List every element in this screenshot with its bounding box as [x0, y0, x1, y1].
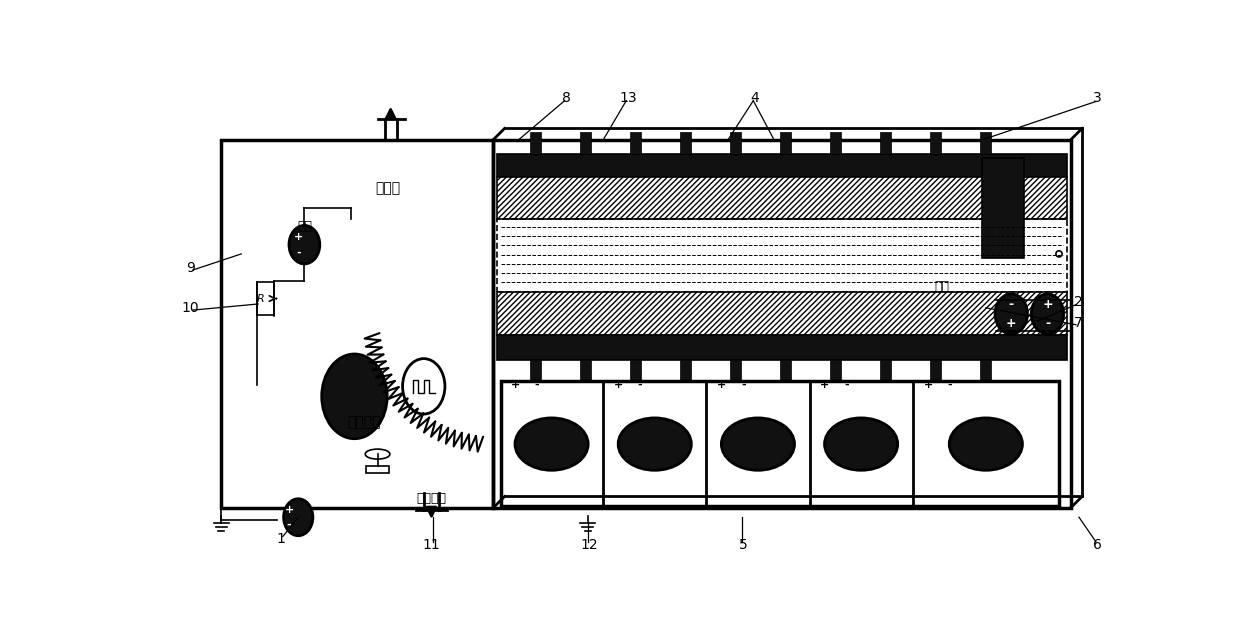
Bar — [501, 381, 1059, 506]
Text: 抽真空: 抽真空 — [374, 182, 401, 195]
Text: 12: 12 — [580, 538, 598, 552]
Ellipse shape — [619, 418, 692, 470]
Bar — [497, 220, 1066, 292]
Bar — [831, 360, 841, 381]
Text: 10: 10 — [181, 301, 200, 315]
Text: +: + — [821, 380, 830, 390]
Text: 基体工件: 基体工件 — [347, 415, 381, 429]
Bar — [880, 360, 892, 381]
Bar — [730, 360, 742, 381]
Bar — [497, 154, 1066, 177]
Text: 1: 1 — [277, 532, 285, 546]
Bar — [930, 360, 941, 381]
Text: +: + — [284, 504, 294, 515]
Text: -: - — [534, 380, 539, 390]
Text: -: - — [637, 380, 642, 390]
Bar — [630, 360, 641, 381]
Text: 6: 6 — [1094, 538, 1102, 552]
Text: +: + — [511, 380, 520, 390]
Text: 5: 5 — [739, 538, 748, 552]
Bar — [580, 360, 590, 381]
Bar — [831, 132, 841, 154]
Bar — [681, 132, 691, 154]
Ellipse shape — [289, 225, 320, 264]
Ellipse shape — [321, 354, 387, 438]
Text: -: - — [296, 247, 300, 257]
Bar — [221, 140, 494, 508]
Text: +: + — [294, 232, 303, 242]
Bar — [497, 335, 1066, 360]
Bar — [257, 282, 274, 316]
Bar — [981, 132, 991, 154]
Text: +: + — [1042, 298, 1053, 311]
Bar — [630, 132, 641, 154]
Text: 水冷: 水冷 — [935, 280, 950, 292]
Text: 8: 8 — [562, 92, 570, 106]
Text: 4: 4 — [750, 92, 759, 106]
Bar — [529, 360, 541, 381]
Text: 11: 11 — [423, 538, 440, 552]
Bar — [981, 360, 991, 381]
Ellipse shape — [825, 418, 898, 470]
Ellipse shape — [950, 418, 1023, 470]
Text: -: - — [1045, 317, 1050, 330]
Ellipse shape — [284, 499, 312, 536]
Text: 13: 13 — [619, 92, 636, 106]
Ellipse shape — [1032, 294, 1064, 334]
Text: -: - — [742, 380, 745, 390]
Bar — [780, 132, 791, 154]
Bar — [529, 132, 541, 154]
Bar — [497, 177, 1066, 220]
Text: 3: 3 — [1094, 92, 1102, 106]
Bar — [930, 132, 941, 154]
Ellipse shape — [994, 294, 1028, 334]
Bar — [730, 132, 742, 154]
Bar — [880, 132, 892, 154]
Bar — [494, 140, 1070, 508]
Text: 2: 2 — [1074, 296, 1083, 309]
Bar — [982, 157, 1024, 258]
Text: -: - — [844, 380, 849, 390]
Text: 反应气体: 反应气体 — [417, 492, 446, 505]
Bar — [497, 292, 1066, 335]
Text: 水冷: 水冷 — [296, 220, 312, 234]
Text: R: R — [257, 294, 264, 303]
Text: -: - — [286, 520, 291, 530]
Text: -: - — [947, 380, 952, 390]
Text: 9: 9 — [186, 260, 195, 275]
Bar — [580, 132, 590, 154]
Text: +: + — [1006, 317, 1017, 330]
Text: +: + — [614, 380, 624, 390]
Text: +: + — [717, 380, 727, 390]
Bar — [780, 360, 791, 381]
Ellipse shape — [722, 418, 795, 470]
Text: -: - — [1008, 298, 1014, 311]
Ellipse shape — [403, 358, 445, 414]
Text: 7: 7 — [1074, 316, 1083, 330]
Bar — [681, 360, 691, 381]
Text: +: + — [924, 380, 932, 390]
Ellipse shape — [515, 418, 588, 470]
Bar — [366, 466, 389, 474]
